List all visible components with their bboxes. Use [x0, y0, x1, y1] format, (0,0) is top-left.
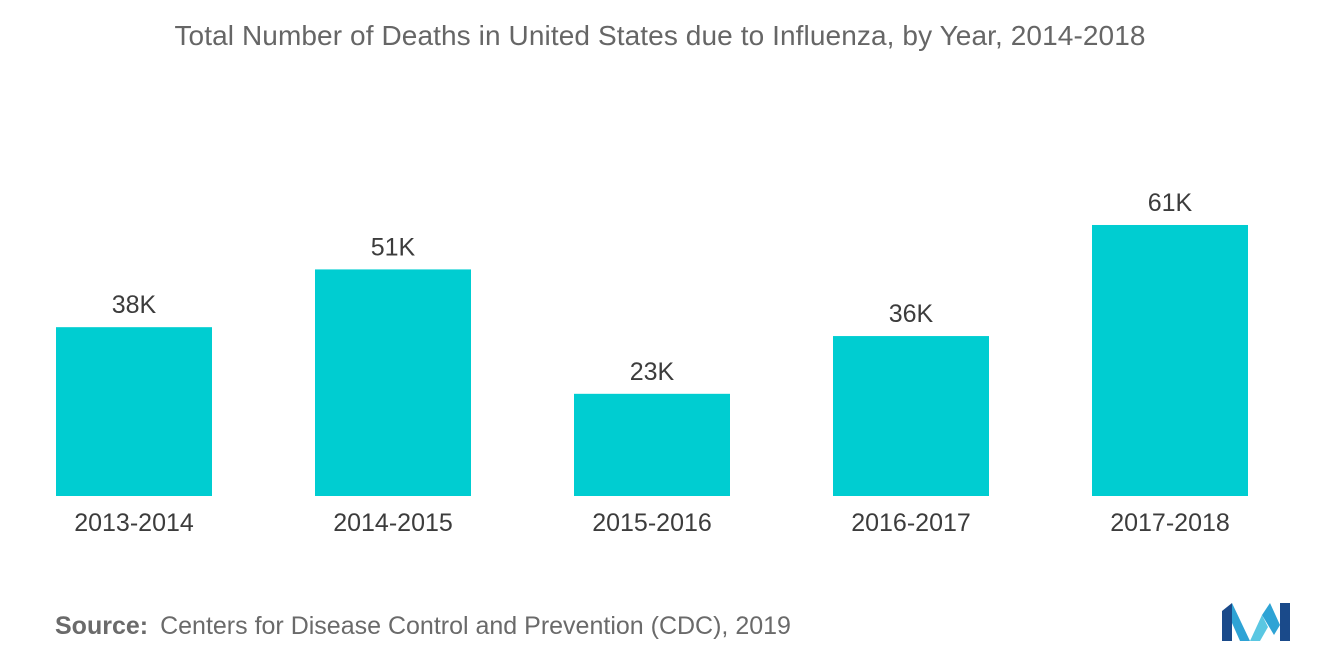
- bar-2015-2016: [574, 393, 730, 496]
- x-tick-label-2015-2016: 2015-2016: [592, 509, 712, 537]
- value-label-2017-2018: 61K: [1148, 189, 1193, 217]
- value-label-2016-2017: 36K: [889, 300, 934, 328]
- bar-2017-2018: [1092, 224, 1248, 496]
- bar-2013-2014: [56, 327, 212, 496]
- value-label-group: 38K 51K 23K 36K 61K: [112, 189, 1193, 386]
- x-tick-label-2013-2014: 2013-2014: [74, 509, 194, 537]
- bar-group: [56, 224, 1248, 496]
- source-label: Source:: [55, 612, 149, 640]
- bar-2014-2015: [315, 269, 471, 496]
- x-tick-label-2016-2017: 2016-2017: [851, 509, 971, 537]
- bar-2016-2017: [833, 336, 989, 496]
- source-text: Centers for Disease Control and Preventi…: [160, 612, 791, 640]
- mordor-intelligence-logo-icon: [1222, 603, 1290, 641]
- chart-title: Total Number of Deaths in United States …: [174, 20, 1146, 51]
- x-tick-label-2014-2015: 2014-2015: [333, 509, 453, 537]
- value-label-2013-2014: 38K: [112, 291, 157, 319]
- value-label-2014-2015: 51K: [371, 233, 416, 261]
- x-tick-label-group: 2013-2014 2014-2015 2015-2016 2016-2017 2017…: [74, 509, 1230, 537]
- source-note: Source: Centers for Disease Control and P…: [55, 612, 791, 641]
- value-label-2015-2016: 23K: [630, 358, 675, 386]
- x-tick-label-2017-2018: 2017-2018: [1110, 509, 1230, 537]
